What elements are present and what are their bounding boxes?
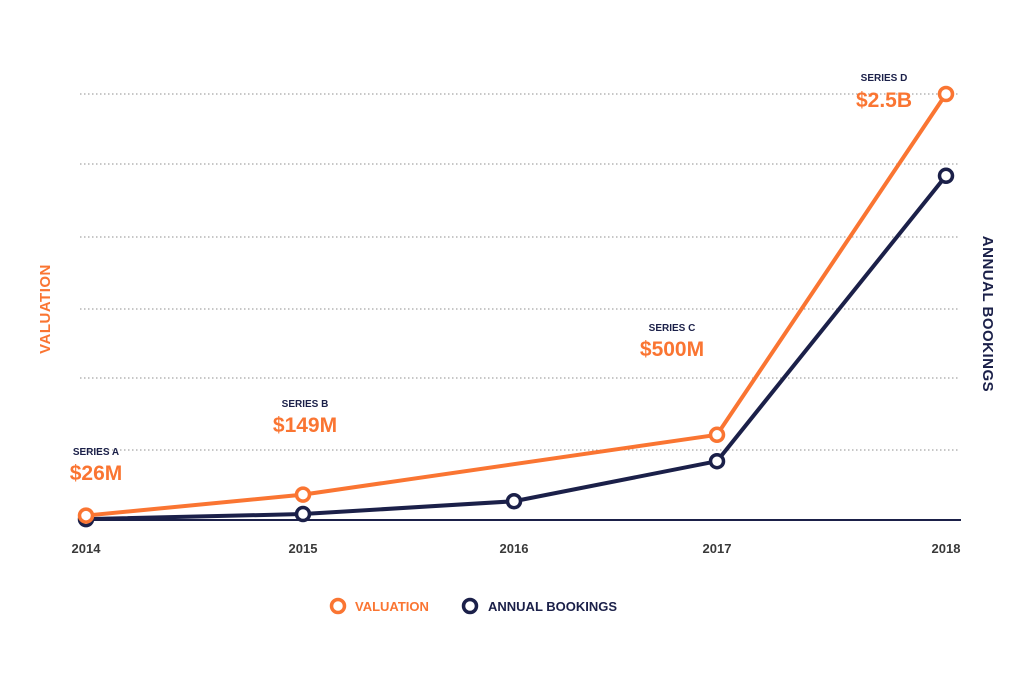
valuation-line <box>84 92 948 518</box>
x-tick-label-2014: 2014 <box>72 541 102 556</box>
annual-bookings-line <box>84 173 948 522</box>
right-axis-title: ANNUAL BOOKINGS <box>979 236 996 392</box>
annotation-round-1: SERIES B <box>282 399 329 410</box>
annotation-value-1: $149M <box>273 414 337 437</box>
annotation-round-2: SERIES C <box>649 323 696 334</box>
series-layer <box>77 85 955 528</box>
legend-marker-valuation <box>329 597 347 615</box>
legend-marker-annual-bookings <box>461 597 479 615</box>
x-tick-labels: 2014 2015 2016 2017 2018 <box>72 541 961 556</box>
annual-bookings-point-2017 <box>708 452 726 470</box>
annotation-round-0: SERIES A <box>73 447 119 458</box>
valuation-point-2015 <box>294 486 312 503</box>
x-tick-label-2015: 2015 <box>289 541 318 556</box>
annotations-layer: SERIES A $26M SERIES B $149M SERIES C $500M SE… <box>70 73 912 485</box>
annotation-value-0: $26M <box>70 462 123 485</box>
annotation-round-3: SERIES D <box>861 73 908 84</box>
annual-bookings-point-2015 <box>294 505 312 523</box>
x-tick-label-2016: 2016 <box>500 541 529 556</box>
legend-label-valuation: VALUATION <box>355 599 429 614</box>
valuation-point-2017 <box>708 426 726 444</box>
annual-bookings-point-2018 <box>937 167 955 185</box>
gridlines <box>80 93 960 451</box>
annotation-value-2: $500M <box>640 338 704 361</box>
legend-label-annual-bookings: ANNUAL BOOKINGS <box>488 599 617 614</box>
annotation-value-3: $2.5B <box>856 89 912 112</box>
left-axis-title: VALUATION <box>37 264 54 354</box>
valuation-point-2018 <box>937 85 955 103</box>
x-tick-label-2018: 2018 <box>932 541 961 556</box>
legend: VALUATION ANNUAL BOOKINGS <box>329 597 617 615</box>
valuation-point-2014 <box>77 507 95 524</box>
x-tick-label-2017: 2017 <box>703 541 732 556</box>
annual-bookings-point-2016 <box>505 493 523 510</box>
